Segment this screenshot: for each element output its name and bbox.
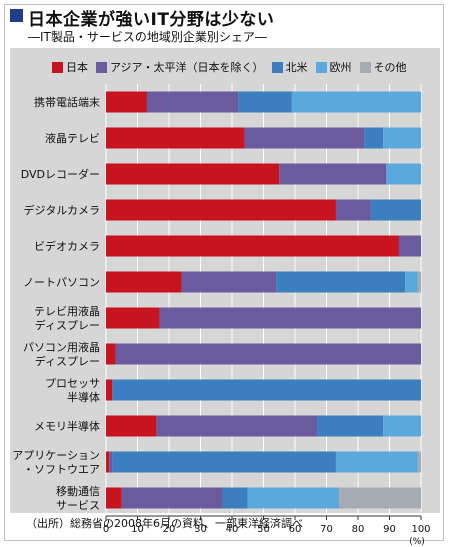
- bar-segment: [417, 271, 421, 293]
- legend-swatch: [359, 61, 371, 73]
- bar-segment: [115, 343, 421, 365]
- bar-segment: [398, 235, 421, 257]
- category-label: メモリ半導体: [34, 419, 100, 433]
- bar-segment: [106, 127, 245, 149]
- bar-segment: [244, 127, 365, 149]
- bar-segment: [106, 271, 182, 293]
- bar-segment: [156, 415, 318, 437]
- bar-segment: [106, 379, 113, 401]
- chart-legend: 日本 アジア・太平洋（日本を除く） 北米 欧州 その他: [52, 58, 407, 76]
- x-tick-label: 50: [257, 524, 270, 535]
- bar-segment: [181, 271, 277, 293]
- bar-segment: [222, 487, 248, 509]
- x-tick-label: 60: [289, 524, 302, 535]
- bar-segment: [109, 451, 113, 473]
- bar-segment: [106, 415, 157, 437]
- bar-segment: [106, 163, 280, 185]
- bar-segment: [106, 199, 336, 221]
- legend-item: 欧州: [315, 59, 352, 75]
- legend-label: 北米: [285, 61, 308, 74]
- bar-segment: [317, 415, 384, 437]
- legend-item: 日本: [52, 59, 88, 75]
- category-label: 携帯電話端末: [34, 95, 100, 109]
- bar-segment: [112, 451, 336, 473]
- category-label: DVDレコーダー: [21, 167, 100, 181]
- x-unit-label: (%): [409, 537, 425, 547]
- page-subtitle: ―IT製品・サービスの地域別企業別シェア―: [28, 30, 267, 44]
- source-note: （出所）総務省の2008年6月の資料、一部東洋経済調べ: [26, 517, 303, 530]
- bar-segment: [339, 487, 421, 509]
- category-label: パソコン用液晶ディスプレー: [23, 340, 100, 368]
- bar-segment: [417, 451, 421, 473]
- x-tick-label: 0: [103, 524, 109, 535]
- x-tick-label: 20: [163, 524, 176, 535]
- legend-label: 日本: [66, 61, 88, 74]
- category-label: 液晶テレビ: [45, 131, 100, 145]
- legend-swatch: [52, 61, 63, 73]
- bar-segment: [386, 163, 421, 185]
- bar-segment: [106, 451, 110, 473]
- category-label: 移動通信サービス: [56, 484, 100, 512]
- bar-segment: [364, 127, 384, 149]
- bar-segment: [106, 343, 116, 365]
- bar-segment: [383, 415, 421, 437]
- category-label: デジタルカメラ: [24, 203, 100, 217]
- bar-segment: [279, 163, 387, 185]
- bar-segment: [106, 307, 160, 329]
- figure-frame: [4, 4, 444, 541]
- bar-segment: [106, 487, 122, 509]
- x-tick-label: 70: [320, 524, 333, 535]
- legend-item: その他: [359, 59, 407, 75]
- bar-segment: [238, 91, 292, 113]
- x-tick-label: 10: [131, 524, 144, 535]
- legend-item: アジア・太平洋（日本を除く）: [96, 59, 264, 75]
- bar-segment: [291, 91, 421, 113]
- bar-segment: [335, 451, 418, 473]
- x-tick-label: 100: [411, 524, 430, 535]
- bar-segment: [247, 487, 340, 509]
- category-label: ビデオカメラ: [34, 239, 100, 253]
- bar-segment: [106, 91, 147, 113]
- x-tick-label: 80: [352, 524, 365, 535]
- bar-segment: [112, 379, 422, 401]
- legend-label: アジア・太平洋（日本を除く）: [110, 61, 264, 74]
- x-tick-label: 40: [226, 524, 239, 535]
- x-tick-label: 30: [194, 524, 207, 535]
- bar-segment: [159, 307, 422, 329]
- bar-segment: [106, 235, 399, 257]
- legend-label: その他: [373, 61, 407, 74]
- category-label: アプリケーション・ソフトウエア: [12, 449, 100, 476]
- bar-segment: [383, 127, 421, 149]
- title-marker: [10, 9, 23, 22]
- bar-segment: [121, 487, 223, 509]
- category-label: プロセッサ半導体: [45, 377, 100, 404]
- legend-swatch: [96, 61, 107, 73]
- bar-segment: [146, 91, 239, 113]
- legend-label: 欧州: [329, 61, 352, 74]
- legend-swatch: [315, 61, 327, 73]
- bar-segment: [335, 199, 371, 221]
- page-title: 日本企業が強いIT分野は少ない: [28, 10, 275, 30]
- legend-swatch: [271, 61, 283, 73]
- legend-item: 北米: [271, 59, 308, 75]
- bar-segment: [276, 271, 406, 293]
- bar-segment: [370, 199, 421, 221]
- category-label: テレビ用液晶ディスプレー: [34, 304, 100, 332]
- category-label: ノートパソコン: [23, 276, 100, 289]
- bar-segment: [405, 271, 418, 293]
- x-tick-label: 90: [383, 524, 396, 535]
